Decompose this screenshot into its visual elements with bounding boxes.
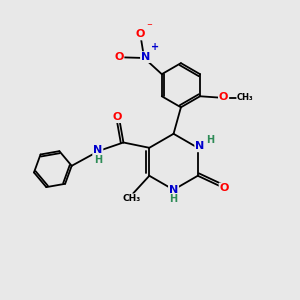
Text: O: O [113, 112, 122, 122]
Text: N: N [141, 52, 150, 62]
Text: H: H [94, 155, 102, 165]
Text: O: O [135, 29, 144, 39]
Text: N: N [195, 141, 205, 151]
Text: +: + [152, 42, 160, 52]
Text: H: H [169, 194, 178, 204]
Text: O: O [114, 52, 124, 62]
Text: O: O [219, 92, 228, 102]
Text: CH₃: CH₃ [237, 93, 254, 102]
Text: N: N [93, 145, 102, 155]
Text: ⁻: ⁻ [146, 22, 152, 32]
Text: O: O [220, 183, 229, 194]
Text: N: N [169, 185, 178, 195]
Text: H: H [206, 134, 214, 145]
Text: CH₃: CH₃ [122, 194, 141, 203]
